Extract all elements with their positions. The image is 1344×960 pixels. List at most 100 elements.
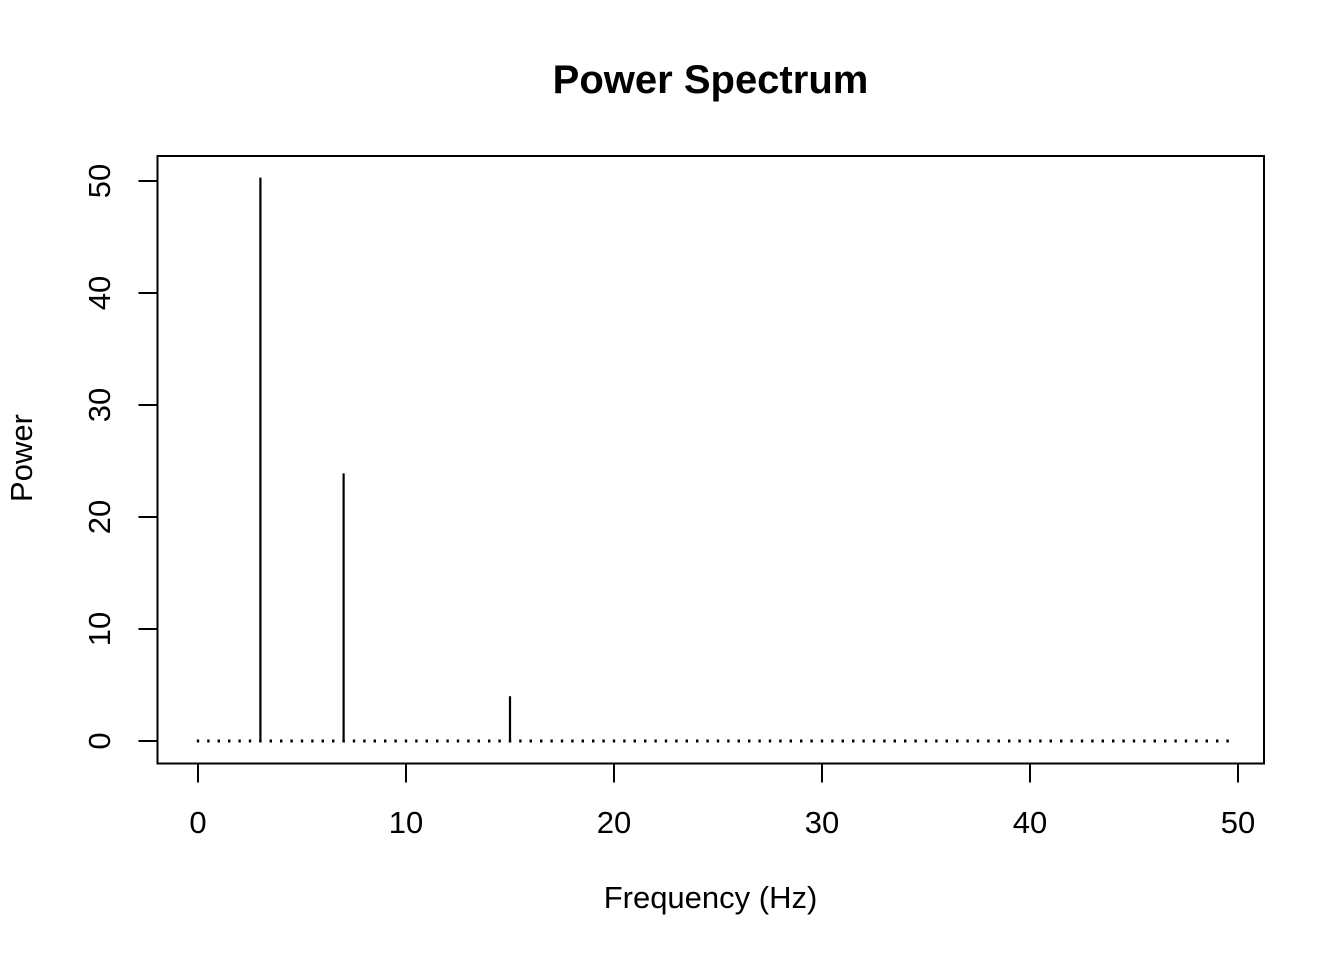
y-axis-tick-label: 50 xyxy=(82,164,117,198)
baseline-dot xyxy=(727,739,730,743)
baseline-dot xyxy=(675,739,678,743)
baseline-dot xyxy=(800,739,803,743)
x-axis-label: Frequency (Hz) xyxy=(603,880,818,915)
baseline-dot xyxy=(1195,739,1198,743)
baseline-dot xyxy=(488,739,491,743)
baseline-dot xyxy=(467,739,470,743)
baseline-dot xyxy=(976,739,980,743)
baseline-dot xyxy=(404,739,408,743)
baseline-dot xyxy=(300,739,304,743)
baseline-dot xyxy=(924,739,928,743)
baseline-dot xyxy=(425,739,428,743)
baseline-dot xyxy=(1112,739,1115,743)
baseline-dot xyxy=(664,739,668,743)
baseline-dot xyxy=(436,739,439,743)
baseline-dot xyxy=(363,739,366,743)
baseline-dot xyxy=(1205,739,1208,743)
baseline-dot xyxy=(394,739,397,743)
baseline-dot xyxy=(248,739,252,743)
baseline-dot xyxy=(1028,739,1032,743)
baseline-dot xyxy=(987,739,990,743)
y-axis-label: Power xyxy=(4,414,39,502)
baseline-dot xyxy=(789,739,792,743)
baseline-dot xyxy=(1070,739,1073,743)
baseline-dot xyxy=(716,739,720,743)
baseline-dot xyxy=(1132,739,1136,743)
baseline-dot xyxy=(446,739,449,743)
baseline-dot xyxy=(1101,739,1104,743)
y-axis-tick-label: 0 xyxy=(82,732,117,749)
baseline-dot xyxy=(1226,739,1229,743)
baseline-dot xyxy=(779,739,782,743)
baseline-dot xyxy=(644,739,647,743)
y-axis-tick-label: 10 xyxy=(82,612,117,646)
plot-border xyxy=(156,155,1265,765)
baseline-dot xyxy=(581,739,584,743)
baseline-dot xyxy=(841,739,844,743)
baseline-dot xyxy=(269,739,272,743)
baseline-dot xyxy=(820,739,824,743)
baseline-dot xyxy=(956,739,959,743)
baseline-dot xyxy=(1164,739,1167,743)
baseline-dot xyxy=(696,739,699,743)
baseline-dot xyxy=(384,739,387,743)
baseline-dot xyxy=(415,739,418,743)
y-axis-tick-label: 40 xyxy=(82,276,117,310)
baseline-dot xyxy=(280,739,283,743)
baseline-dot xyxy=(373,739,376,743)
baseline-dot xyxy=(196,739,200,743)
baseline-dot xyxy=(872,739,876,743)
baseline-dot xyxy=(290,739,293,743)
baseline-dot xyxy=(1091,739,1094,743)
baseline-dot xyxy=(685,739,688,743)
baseline-dot xyxy=(1060,739,1063,743)
x-axis-tick-label: 10 xyxy=(389,805,423,840)
baseline-dot xyxy=(456,739,460,743)
baseline-dot xyxy=(893,739,896,743)
baseline-dot xyxy=(1174,739,1177,743)
baseline-dot xyxy=(706,739,709,743)
baseline-dot xyxy=(758,739,761,743)
baseline-dot xyxy=(560,739,564,743)
baseline-dot xyxy=(748,739,751,743)
baseline-dot xyxy=(311,739,314,743)
baseline-dot xyxy=(1184,739,1188,743)
baseline-dot xyxy=(935,739,938,743)
x-axis-tick-label: 30 xyxy=(805,805,839,840)
x-axis-tick-label: 40 xyxy=(1013,805,1047,840)
baseline-dot xyxy=(238,739,241,743)
baseline-dot xyxy=(1049,739,1052,743)
baseline-dot xyxy=(519,739,522,743)
baseline-dot xyxy=(966,739,969,743)
baseline-dot xyxy=(810,739,813,743)
baseline-dot xyxy=(623,739,626,743)
baseline-dot xyxy=(852,739,855,743)
chart-title: Power Spectrum xyxy=(552,58,869,102)
baseline-dot xyxy=(768,739,772,743)
baseline-dot xyxy=(914,739,917,743)
baseline-dot xyxy=(228,739,231,743)
baseline-dot xyxy=(217,739,220,743)
baseline-dot xyxy=(571,739,574,743)
x-axis-tick-label: 50 xyxy=(1221,805,1255,840)
baseline-dot xyxy=(997,739,1000,743)
baseline-dot xyxy=(883,739,886,743)
baseline-dot xyxy=(592,739,595,743)
baseline-dot xyxy=(332,739,335,743)
baseline-dot xyxy=(612,739,616,743)
y-axis-tick-label: 20 xyxy=(82,500,117,534)
baseline-dot xyxy=(654,739,657,743)
baseline-dot xyxy=(1008,739,1011,743)
y-axis-tick-label: 30 xyxy=(82,388,117,422)
baseline-dot xyxy=(1153,739,1156,743)
baseline-dot xyxy=(498,739,501,743)
baseline-dot xyxy=(321,739,324,743)
baseline-dot xyxy=(207,739,210,743)
baseline-dot xyxy=(550,739,553,743)
baseline-dot xyxy=(1039,739,1042,743)
baseline-dot xyxy=(352,739,356,743)
baseline-dot xyxy=(831,739,834,743)
baseline-dot xyxy=(1143,739,1146,743)
baseline-dot xyxy=(602,739,605,743)
